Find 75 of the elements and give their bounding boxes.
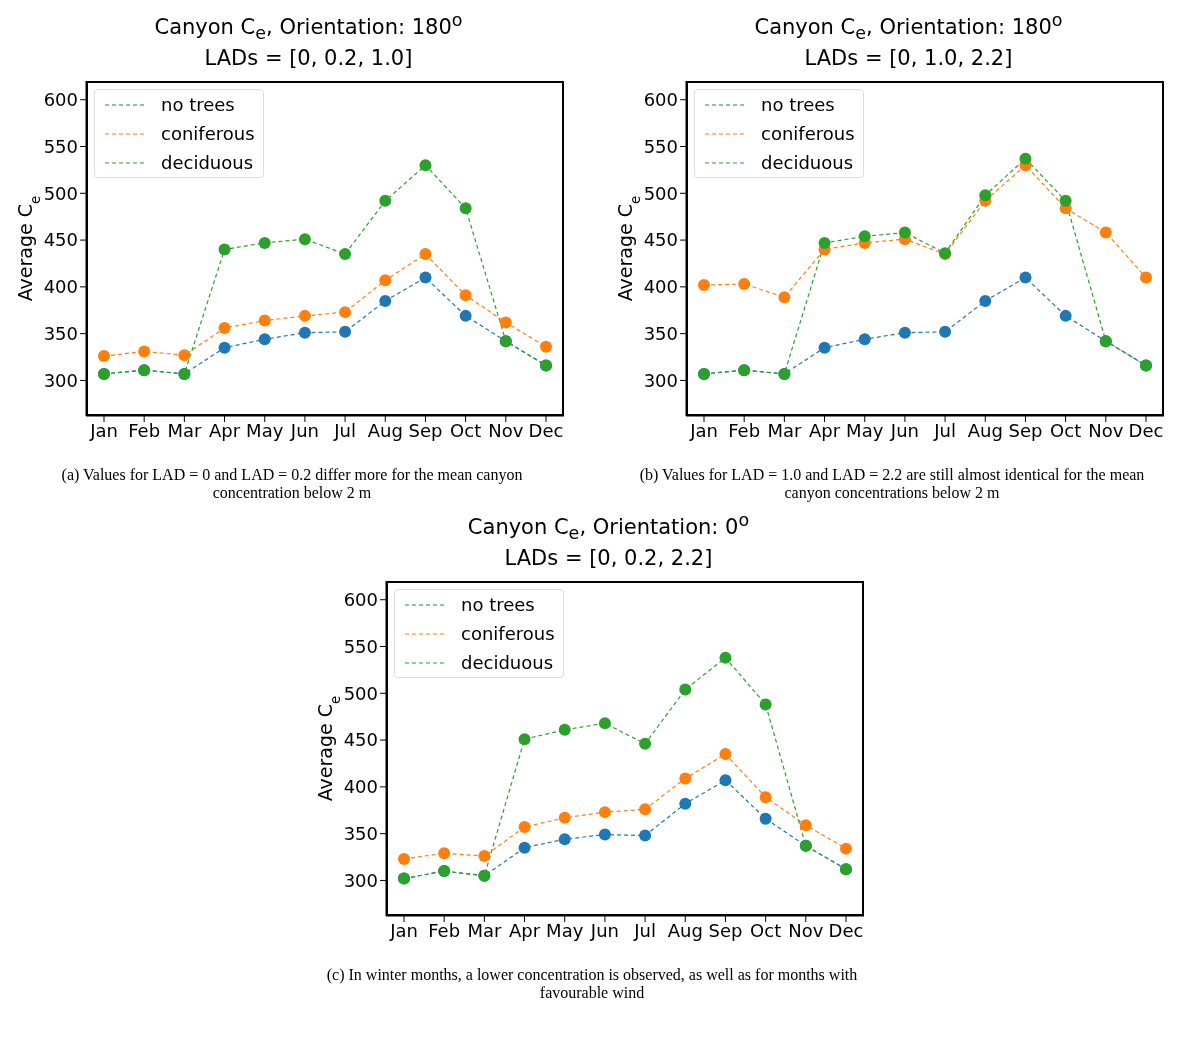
y-tick-label: 600 [643, 89, 678, 111]
y-tick-label: 300 [343, 870, 378, 892]
y-tick-label: 350 [643, 323, 678, 345]
y-tick-label: 400 [643, 276, 678, 298]
y-tick-label: 350 [43, 323, 78, 345]
x-tick-label: Mar [167, 419, 202, 441]
x-tick-label: Jun [289, 419, 319, 441]
y-tick-label: 450 [643, 229, 678, 251]
x-tick-label: May [546, 919, 584, 941]
chart-subtitle: LADs = [0, 1.0, 2.2] [803, 46, 1014, 72]
y-tick-label: 350 [343, 823, 378, 845]
x-tick-label: Dec [528, 419, 564, 441]
y-tick-label: 500 [43, 182, 78, 204]
y-tick-label: 500 [643, 182, 678, 204]
x-tick-label: Nov [788, 919, 824, 941]
x-tick-label: Jan [689, 419, 718, 441]
x-tick-label: Nov [488, 419, 524, 441]
legend-label: coniferous [461, 622, 555, 647]
x-tick-label: Dec [1128, 419, 1164, 441]
x-tick-label: Nov [1088, 419, 1124, 441]
legend-label: coniferous [161, 122, 255, 147]
y-tick-label: 400 [43, 276, 78, 298]
x-tick-label: May [846, 419, 884, 441]
y-tick-label: 600 [343, 589, 378, 611]
x-tick-label: Mar [467, 919, 502, 941]
chart-subtitle: LADs = [0, 0.2, 2.2] [503, 546, 714, 572]
x-tick-label: Mar [767, 419, 802, 441]
y-tick-label: 300 [643, 370, 678, 392]
x-tick-label: May [246, 419, 284, 441]
y-tick-label: 300 [43, 370, 78, 392]
x-tick-label: Feb [728, 419, 761, 441]
chart-subtitle: LADs = [0, 0.2, 1.0] [203, 46, 414, 72]
legend-label: deciduous [461, 651, 554, 676]
chart-title: Canyon C$_{e}$, Orientation: 0$^{o}$ [466, 509, 751, 546]
x-tick-label: Apr [508, 919, 541, 941]
x-tick-label: Sep [1008, 419, 1043, 441]
legend-label: no trees [461, 593, 535, 618]
x-tick-label: Oct [450, 419, 482, 441]
y-tick-label: 550 [343, 636, 378, 658]
text: (b) Values for LAD = 1.0 and LAD = 2.2 are still almost identical for the mean canyon concentrations below 2 m [638, 466, 1146, 503]
x-tick-label: Feb [128, 419, 161, 441]
y-tick-label: 450 [343, 729, 378, 751]
x-tick-label: Jul [333, 419, 356, 441]
y-tick-label: 400 [343, 776, 378, 798]
x-tick-label: Jun [589, 919, 619, 941]
y-tick-label: 450 [43, 229, 78, 251]
text: (a) Values for LAD = 0 and LAD = 0.2 differ more for the mean canyon concentration below 2 m [60, 466, 524, 503]
legend-label: deciduous [161, 151, 254, 176]
x-tick-label: Jan [389, 919, 418, 941]
x-tick-label: Oct [1050, 419, 1082, 441]
x-tick-label: Apr [208, 419, 241, 441]
y-tick-label: 500 [343, 682, 378, 704]
x-tick-label: Aug [667, 919, 703, 941]
legend-label: no trees [161, 93, 235, 118]
legend-label: coniferous [761, 122, 855, 147]
y-tick-label: 600 [43, 89, 78, 111]
x-tick-label: Jul [933, 419, 956, 441]
x-tick-label: Dec [828, 919, 864, 941]
x-tick-label: Jul [633, 919, 656, 941]
chart-title: Canyon C$_{e}$, Orientation: 180$^{o}$ [153, 9, 464, 46]
x-tick-label: Jun [889, 419, 919, 441]
x-tick-label: Aug [367, 419, 403, 441]
y-tick-label: 550 [43, 136, 78, 158]
x-tick-label: Sep [708, 919, 743, 941]
y-tick-label: 550 [643, 136, 678, 158]
legend-label: deciduous [761, 151, 854, 176]
x-tick-label: Oct [750, 919, 782, 941]
legend-label: no trees [761, 93, 835, 118]
x-tick-label: Jan [89, 419, 118, 441]
chart-title: Canyon C$_{e}$, Orientation: 180$^{o}$ [753, 9, 1064, 46]
text: (c) In winter months, a lower concentration is observed, as well as for months with favourable wind [325, 966, 859, 1003]
x-tick-label: Sep [408, 419, 443, 441]
x-tick-label: Aug [967, 419, 1003, 441]
x-tick-label: Apr [808, 419, 841, 441]
x-tick-label: Feb [428, 919, 461, 941]
